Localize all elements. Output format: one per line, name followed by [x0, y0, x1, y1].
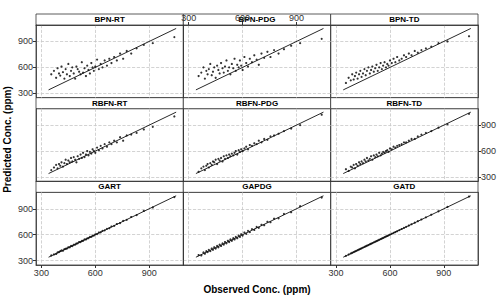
- svg-text:900: 900: [481, 120, 496, 130]
- svg-text:300: 300: [34, 268, 49, 278]
- svg-text:600: 600: [382, 268, 397, 278]
- svg-text:300: 300: [18, 256, 33, 266]
- svg-text:900: 900: [142, 268, 157, 278]
- svg-text:900: 900: [289, 13, 304, 23]
- svg-text:900: 900: [18, 36, 33, 46]
- svg-text:RBFN-TD: RBFN-TD: [387, 99, 423, 108]
- svg-text:900: 900: [436, 268, 451, 278]
- svg-text:600: 600: [18, 230, 33, 240]
- svg-text:600: 600: [235, 13, 250, 23]
- svg-text:BPN-RT: BPN-RT: [95, 15, 125, 24]
- svg-text:300: 300: [181, 13, 196, 23]
- svg-text:300: 300: [329, 268, 344, 278]
- svg-text:BPN-TD: BPN-TD: [389, 15, 419, 24]
- svg-text:Observed Conc. (ppm): Observed Conc. (ppm): [203, 284, 310, 295]
- svg-text:600: 600: [18, 62, 33, 72]
- svg-text:GART: GART: [98, 182, 121, 191]
- svg-text:BPN-PDG: BPN-PDG: [238, 15, 276, 24]
- svg-text:300: 300: [481, 172, 496, 182]
- svg-text:300: 300: [18, 88, 33, 98]
- svg-text:Predicted Conc. (ppm): Predicted Conc. (ppm): [2, 86, 13, 193]
- svg-text:RBFN-RT: RBFN-RT: [92, 99, 128, 108]
- svg-text:600: 600: [481, 146, 496, 156]
- svg-text:600: 600: [88, 268, 103, 278]
- svg-text:GATD: GATD: [393, 182, 415, 191]
- svg-text:RBFN-PDG: RBFN-PDG: [236, 99, 278, 108]
- svg-text:900: 900: [18, 204, 33, 214]
- svg-text:GAPDG: GAPDG: [242, 182, 271, 191]
